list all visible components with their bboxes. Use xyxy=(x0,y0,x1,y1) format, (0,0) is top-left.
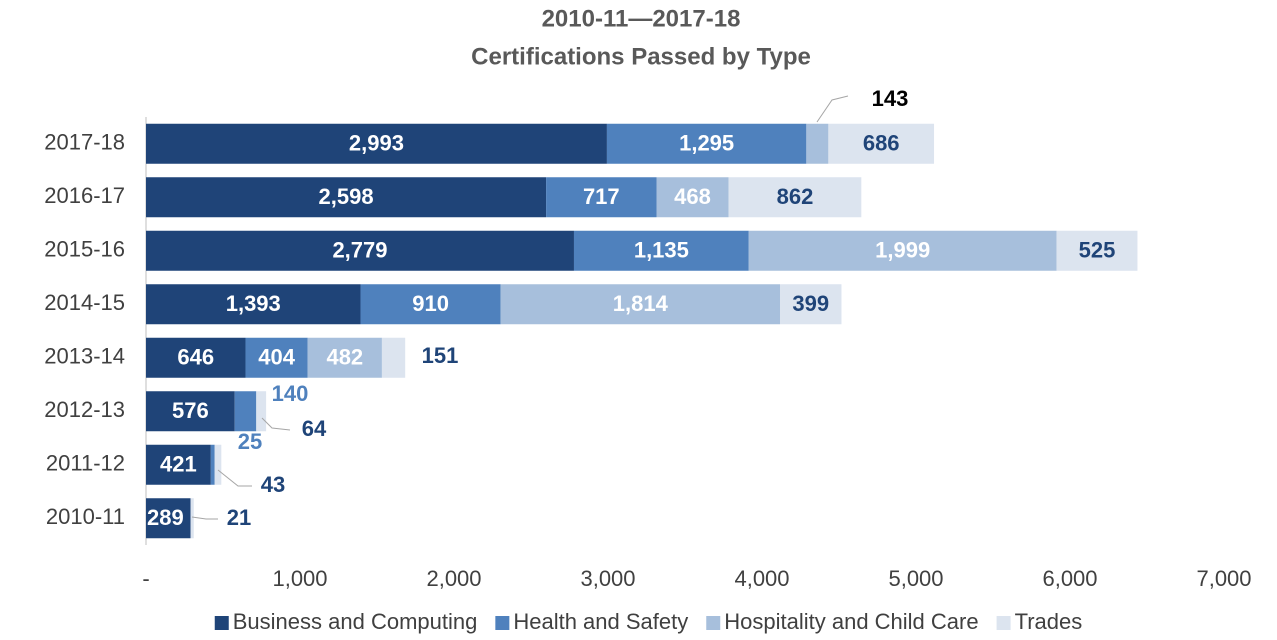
bar-segment xyxy=(546,177,657,218)
bar-segment xyxy=(234,391,257,432)
data-label: 1,295 xyxy=(679,131,734,156)
chart-subtitle: Certifications Passed by Type xyxy=(471,43,811,70)
x-tick-label: 6,000 xyxy=(1042,566,1097,591)
x-tick-label: 2,000 xyxy=(426,566,481,591)
data-label: 576 xyxy=(172,398,209,423)
bar-segment xyxy=(360,284,501,325)
bar-segment xyxy=(606,123,807,164)
data-label: 21 xyxy=(227,505,251,530)
data-label: 2,779 xyxy=(332,238,387,263)
data-label: 289 xyxy=(147,505,184,530)
bar-segment xyxy=(573,230,749,271)
bar-segment xyxy=(307,337,382,378)
leader-line xyxy=(217,469,252,487)
chart-title: 2010-11—2017-18 xyxy=(542,5,741,32)
y-tick-label: 2016-17 xyxy=(44,183,125,208)
leader-line xyxy=(261,417,291,431)
bar-segment xyxy=(190,498,194,539)
legend-label: Business and Computing xyxy=(233,609,478,634)
bar-segment xyxy=(146,284,361,325)
legend-label: Trades xyxy=(1015,609,1083,634)
bar-segment xyxy=(780,284,842,325)
y-tick-label: 2013-14 xyxy=(44,344,125,369)
legend-swatch xyxy=(706,616,721,630)
data-label: 151 xyxy=(422,343,459,368)
bar-segment xyxy=(146,444,211,485)
data-label: 143 xyxy=(872,86,909,111)
leader-line xyxy=(816,95,849,123)
legend-label: Hospitality and Child Care xyxy=(724,609,978,634)
data-label: 862 xyxy=(777,184,814,209)
y-tick-label: 2011-12 xyxy=(46,451,125,476)
bar-segment xyxy=(146,230,574,271)
bar-segment xyxy=(146,123,607,164)
x-tick-label: 5,000 xyxy=(888,566,943,591)
y-tick-label: 2014-15 xyxy=(44,290,125,315)
data-label: 910 xyxy=(412,291,449,316)
data-label: 2,993 xyxy=(349,131,404,156)
x-tick-label: 4,000 xyxy=(734,566,789,591)
legend-swatch xyxy=(495,616,510,630)
data-label: 140 xyxy=(272,381,309,406)
data-label: 1,135 xyxy=(634,238,689,263)
bar-segment xyxy=(500,284,781,325)
leader-line xyxy=(191,516,218,520)
legend-label: Health and Safety xyxy=(513,609,688,634)
data-label: 404 xyxy=(258,345,295,370)
bar-segment xyxy=(146,177,547,218)
legend-swatch xyxy=(214,616,229,630)
x-tick-label: - xyxy=(142,566,149,591)
data-label: 64 xyxy=(302,416,327,441)
data-label: 686 xyxy=(863,131,900,156)
data-label: 1,814 xyxy=(613,291,669,316)
legend-swatch xyxy=(996,616,1011,630)
data-label: 2,598 xyxy=(319,184,374,209)
bar-segment xyxy=(806,123,829,164)
data-label: 468 xyxy=(674,184,711,209)
x-tick-label: 3,000 xyxy=(580,566,635,591)
data-label: 25 xyxy=(238,429,262,454)
bar-segment xyxy=(381,337,406,378)
data-label: 1,999 xyxy=(875,238,930,263)
data-label: 1,393 xyxy=(226,291,281,316)
bar-segment xyxy=(256,391,267,432)
bar-segment xyxy=(146,337,246,378)
data-label: 482 xyxy=(326,345,363,370)
y-tick-label: 2010-11 xyxy=(46,504,125,529)
y-tick-label: 2012-13 xyxy=(44,397,125,422)
bar-segment xyxy=(146,498,191,539)
bar-segment xyxy=(214,444,222,485)
bar-segment xyxy=(1056,230,1138,271)
bar-segment xyxy=(728,177,862,218)
data-label: 399 xyxy=(792,291,829,316)
bar-segment xyxy=(210,444,215,485)
y-tick-label: 2015-16 xyxy=(44,237,125,262)
data-label: 421 xyxy=(160,452,197,477)
data-label: 717 xyxy=(583,184,620,209)
bar-segment xyxy=(245,337,308,378)
y-tick-label: 2017-18 xyxy=(44,130,125,155)
data-label: 525 xyxy=(1079,238,1116,263)
x-tick-label: 1,000 xyxy=(272,566,327,591)
x-tick-label: 7,000 xyxy=(1196,566,1251,591)
bar-segment xyxy=(748,230,1057,271)
data-label: 43 xyxy=(261,472,285,497)
bar-segment xyxy=(656,177,729,218)
bar-segment xyxy=(146,391,235,432)
data-label: 646 xyxy=(177,345,214,370)
bar-segment xyxy=(828,123,935,164)
